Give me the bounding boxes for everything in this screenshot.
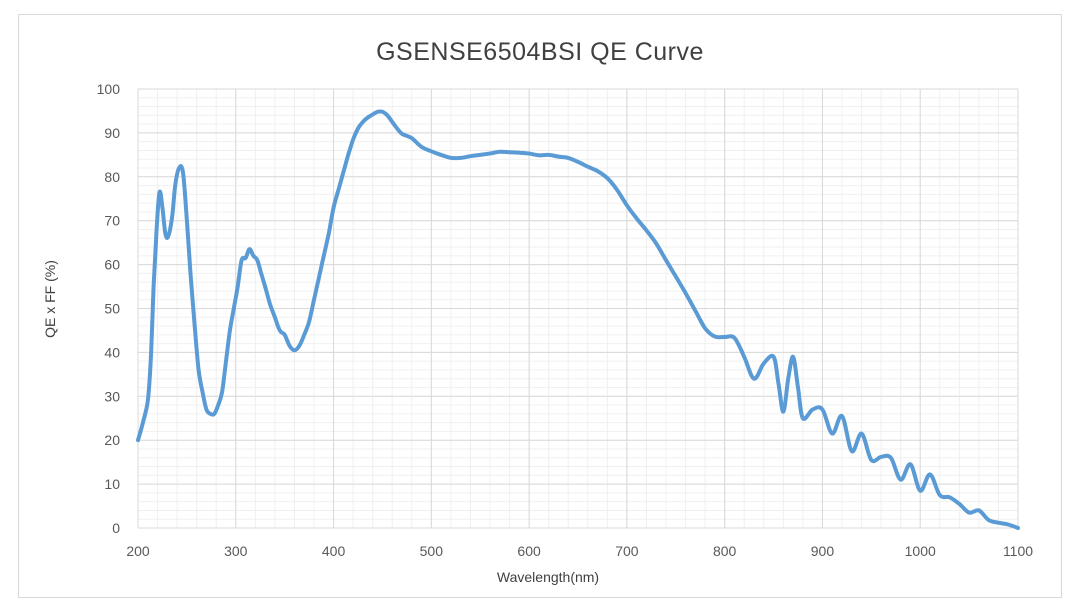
y-tick-label: 10 <box>104 476 120 492</box>
series-line-qe <box>136 109 1020 530</box>
x-tick-label: 600 <box>517 543 541 559</box>
y-tick-label: 100 <box>97 81 121 97</box>
chart-title: GSENSE6504BSI QE Curve <box>376 38 704 66</box>
chart-frame <box>18 14 1062 598</box>
x-tick-label: 300 <box>224 543 248 559</box>
x-tick-label: 900 <box>811 543 835 559</box>
x-tick-label: 700 <box>615 543 639 559</box>
y-tick-label: 0 <box>112 520 120 536</box>
y-tick-label: 20 <box>104 432 120 448</box>
y-axis-label: QE x FF (%) <box>42 260 58 338</box>
y-tick-label: 50 <box>104 301 120 317</box>
x-tick-label: 200 <box>126 543 150 559</box>
tick-labels: 200 300 400 500 600 700 800 900 1000 1100 0 10 20 30 4… <box>97 81 1034 559</box>
y-tick-label: 60 <box>104 257 120 273</box>
y-tick-label: 70 <box>104 213 120 229</box>
x-axis-label: Wavelength(nm) <box>497 569 599 585</box>
x-tick-label: 1100 <box>1003 543 1033 559</box>
grid <box>137 88 1019 529</box>
y-tick-label: 40 <box>104 344 120 360</box>
x-tick-label: 1000 <box>905 543 936 559</box>
y-tick-label: 90 <box>104 125 120 141</box>
y-tick-label: 30 <box>104 388 120 404</box>
x-tick-label: 500 <box>420 543 444 559</box>
x-tick-label: 400 <box>322 543 346 559</box>
x-tick-label: 800 <box>713 543 737 559</box>
y-tick-label: 80 <box>104 169 120 185</box>
